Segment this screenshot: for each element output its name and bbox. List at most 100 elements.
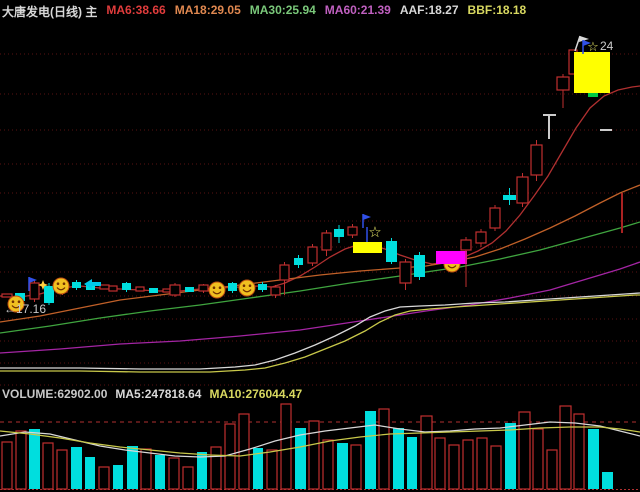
candle-up [489,207,501,229]
volume-bar-up [42,442,54,490]
smiley-mouth [242,289,252,293]
smiley-eye [56,282,60,286]
volume-bar-up [476,437,488,490]
candle-down [386,241,397,262]
candle-up [307,246,318,264]
smiley-eye [11,300,15,304]
smiley-eye [248,284,252,288]
volume-bar-down [29,429,40,489]
legend-aaf: AAF:18.27 [399,3,459,17]
volume-bar-up [462,439,474,490]
volume-bar-up [168,457,180,490]
legend-ma60: MA60:21.39 [324,3,391,17]
volume-bar-up [210,446,222,490]
ma-line-MA6 [0,85,640,298]
candle-down [334,229,344,237]
stock-title: 大唐发电(日线) 主 [2,5,98,19]
volume-header: VOLUME:62902.00 MA5:247818.64 MA10:27604… [2,387,302,401]
ma-line-MA60 [0,261,640,354]
smiley-eye [218,286,222,290]
volume-bar-up [448,444,460,490]
candle-down [503,195,516,200]
smiley-eye [62,282,66,286]
candle-down [258,284,267,290]
white-flag-icon [579,36,589,42]
candle-up [460,239,472,251]
candle-up [556,76,570,91]
legend-ma30: MA30:25.94 [249,3,316,17]
flag-pole [574,35,581,52]
ma-line-MA30 [0,221,640,334]
smiley-eye [242,284,246,288]
smiley-icon [7,295,25,313]
volume-bar-up [280,403,292,490]
volume-bar-up [266,449,278,490]
blue-flag-icon [583,40,591,46]
volume-bar-up [224,423,236,490]
legend-ma18: MA18:29.05 [174,3,241,17]
smiley-eye [17,300,21,304]
star-icon: ☆ [587,40,599,55]
volume-bar-down [602,472,613,489]
smiley-eye [212,286,216,290]
volume-bar-down [71,447,82,489]
left-arrow-icon [84,279,101,289]
first-price-label: ←17.16 [4,302,47,316]
volume-ma5: MA5:247818.64 [115,387,202,401]
candle-highlight [574,52,610,93]
candle-up [279,264,290,281]
candle-down [414,255,425,277]
volume-bar-up [518,411,531,490]
candle-up [108,285,118,292]
volume-bar-down [85,457,95,489]
candle-up [99,284,110,290]
volume-bar-down [127,446,138,489]
smiley-icon [238,279,256,297]
candle-down [122,283,131,290]
candle-up [516,176,529,204]
candle-down [149,288,158,293]
blue-flag-icon [29,277,37,283]
volume-bar-up [378,408,390,490]
candle-up [1,293,13,298]
volume-bar-up [546,449,558,490]
candle-up [135,286,145,292]
volume-VOL_MA5 [0,421,640,458]
candle-up [198,284,209,292]
sparkle-icon [38,280,48,290]
blue-flag-icon [363,214,371,220]
candle-highlight [353,242,382,253]
candle-up [530,144,543,176]
volume-bar-down [155,455,165,489]
smiley-mouth [11,305,21,309]
volume-bar-up [322,439,334,490]
volume-ma10: MA10:276044.47 [209,387,303,401]
volume-bar-down [588,429,599,489]
candle-up [347,226,358,236]
volume-bar-up [420,415,433,490]
ma-line-BBF [0,294,640,373]
smiley-mouth [56,287,66,291]
volume-bar-up [350,444,362,490]
candle-up [475,231,487,244]
star-icon: ☆ [368,223,381,241]
volume-bar-up [1,441,13,490]
candle-down [72,282,81,288]
volume-bar-up [98,466,110,490]
volume-bar-up [559,405,572,490]
volume-bar-down [295,428,306,489]
smiley-mouth [212,291,222,295]
volume-bar-up [15,430,27,490]
candle-up [321,232,332,251]
candle-up [169,284,181,296]
volume-bar-up [182,466,194,490]
volume-bar-up [573,413,585,490]
volume-bar-up [490,445,502,490]
volume-bar-up [532,428,544,490]
candle-up [270,286,281,296]
candle-highlight [436,251,467,264]
volume-bar-down [113,465,123,489]
volume-bar-up [434,437,446,490]
